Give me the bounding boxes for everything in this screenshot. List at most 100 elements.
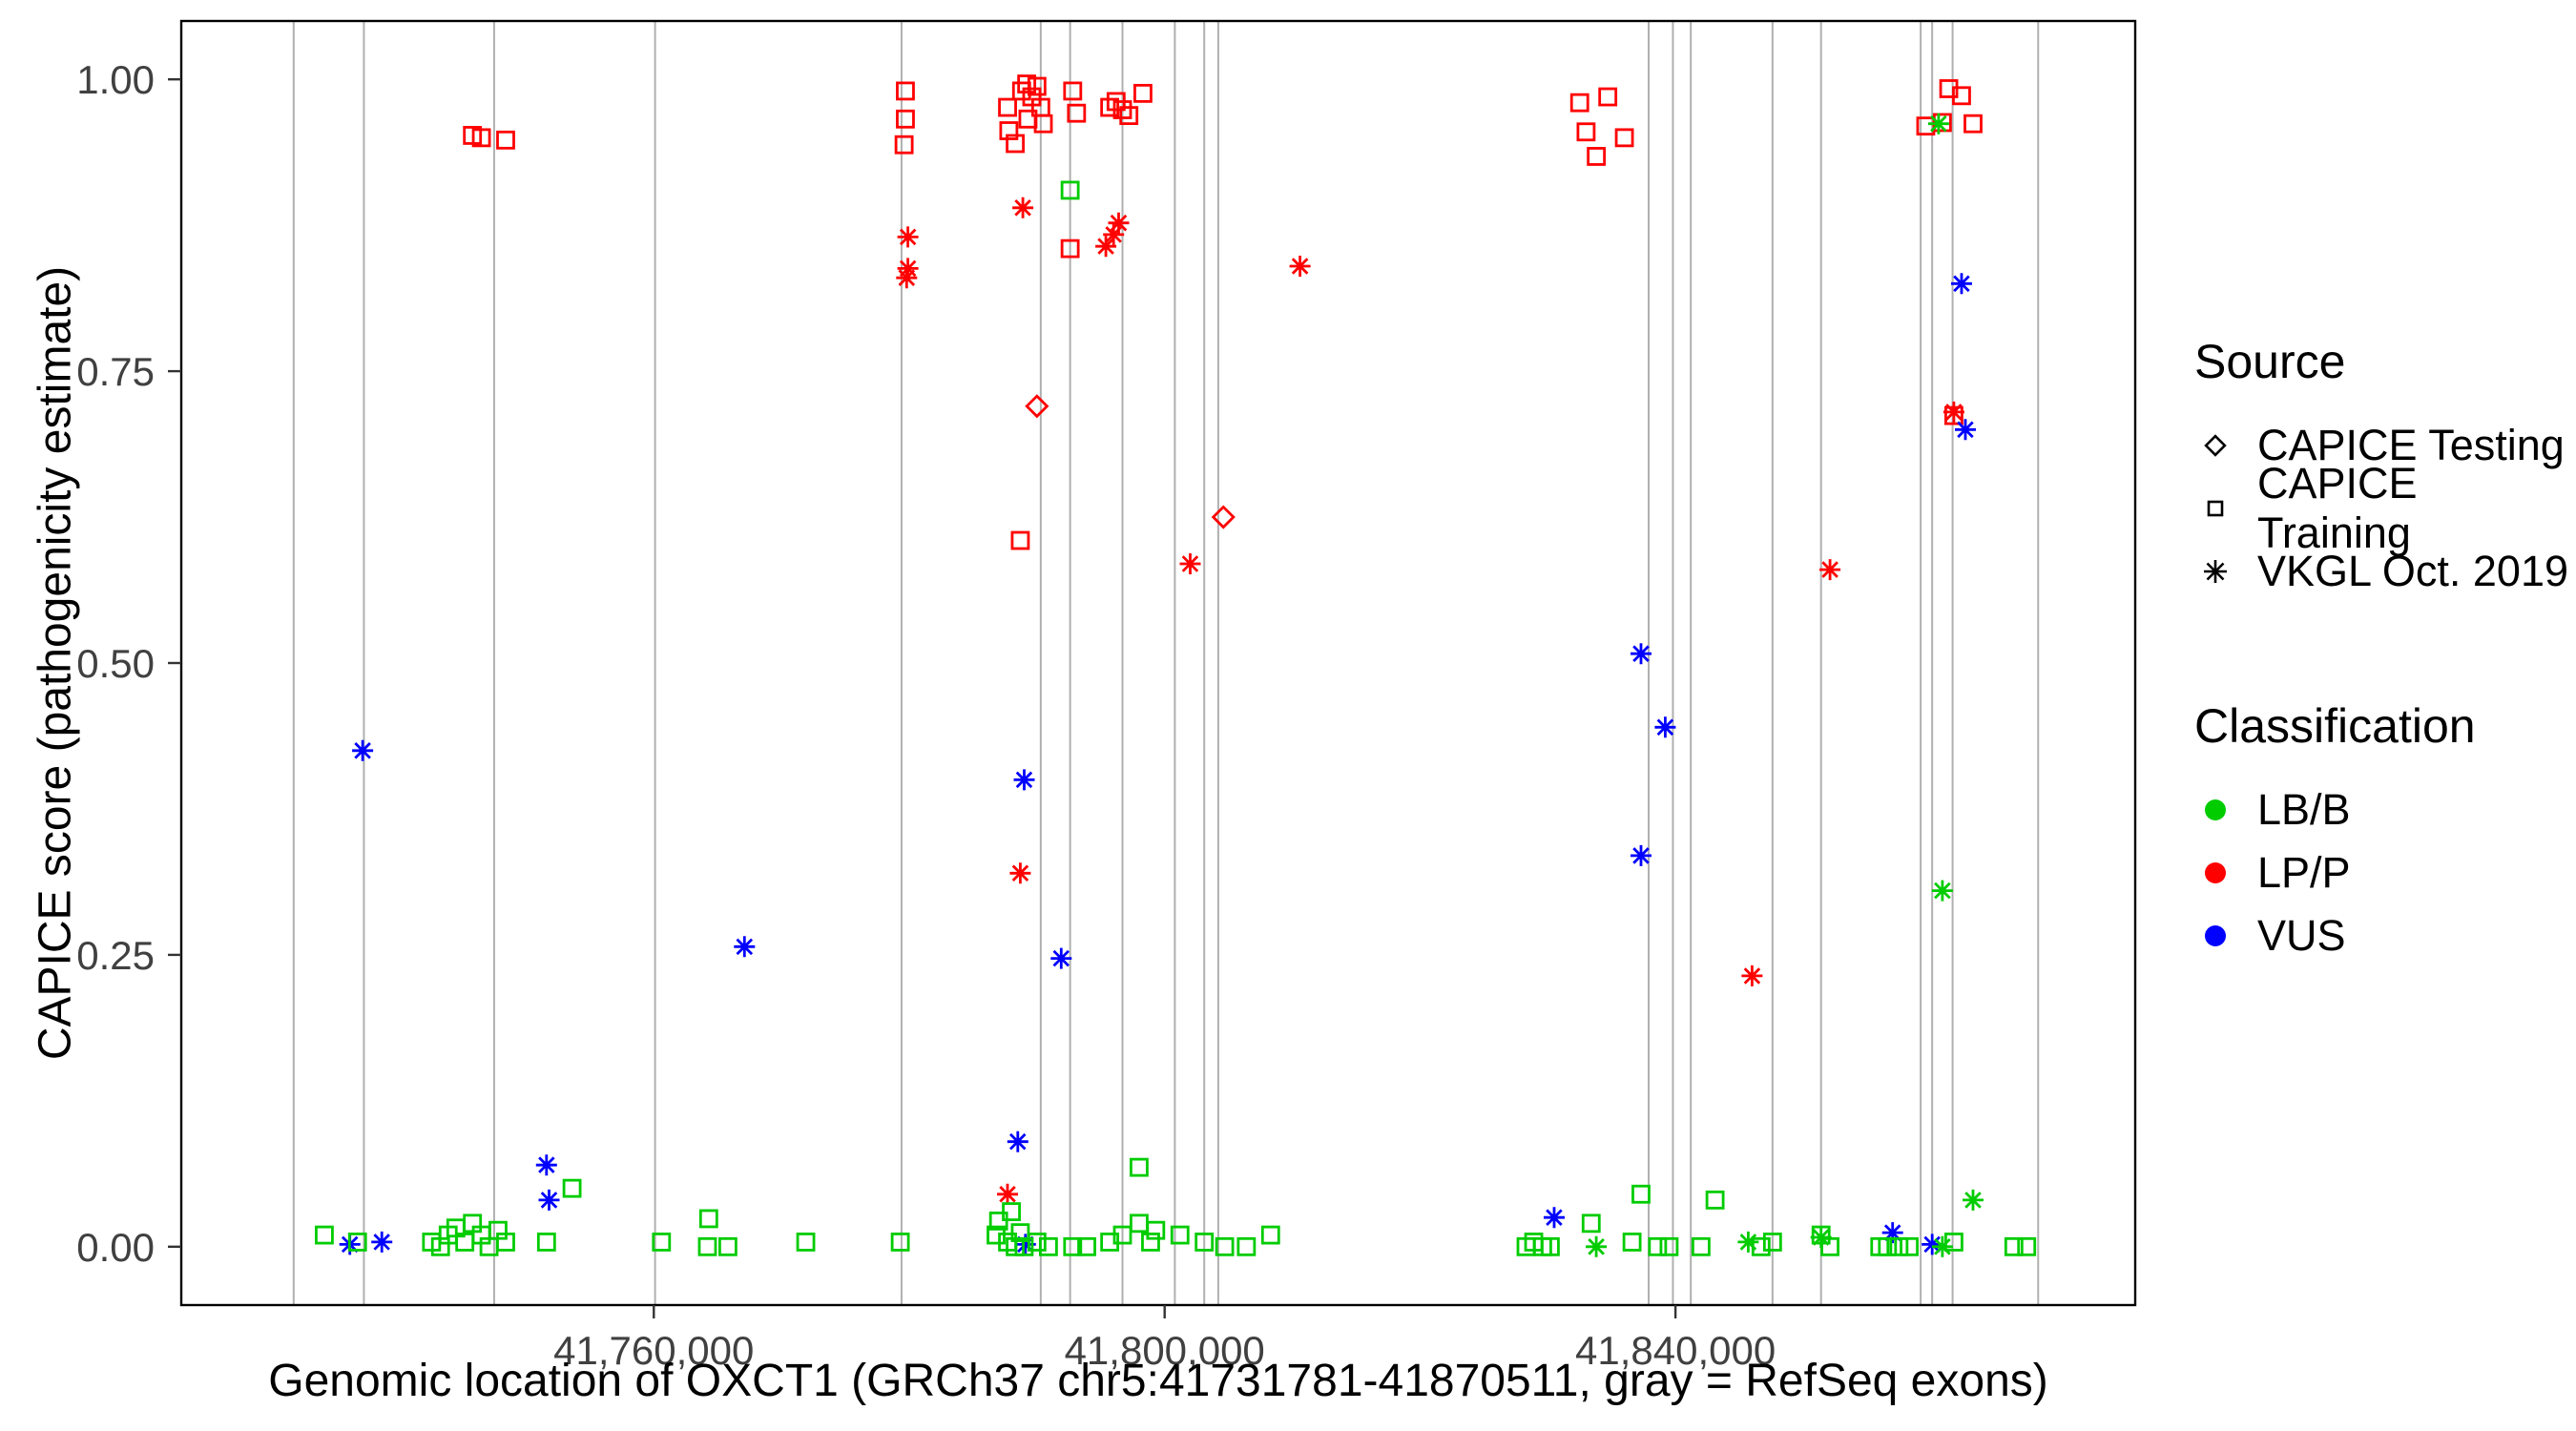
point-asterisk <box>1108 212 1130 234</box>
point-square <box>1691 1236 1711 1256</box>
point-asterisk <box>1955 419 1976 441</box>
point-square <box>1587 147 1607 166</box>
point-square <box>496 130 515 150</box>
point-asterisk <box>1819 559 1841 581</box>
point-square <box>1952 86 1971 106</box>
point-asterisk <box>535 1154 557 1176</box>
x-tick-label: 41,840,000 <box>1575 1328 1776 1373</box>
point-square <box>1100 97 1120 117</box>
legend-classification: Classification LB/B LP/P VUS <box>2194 698 2576 967</box>
point-square <box>1622 1233 1642 1252</box>
point-asterisk <box>1927 113 1949 135</box>
y-tick-label: 0.00 <box>76 1225 155 1270</box>
point-square <box>347 1233 367 1252</box>
panel-border <box>179 19 2137 1307</box>
x-tick-label: 41,760,000 <box>553 1328 754 1373</box>
point-square <box>1195 1233 1215 1252</box>
diamond-icon <box>2194 425 2236 467</box>
point-square <box>1614 128 1634 148</box>
point-square <box>1063 1236 1083 1256</box>
point-square <box>1060 238 1080 259</box>
point-square <box>562 1178 582 1198</box>
point-asterisk <box>1050 947 1072 969</box>
point-square <box>1119 106 1139 126</box>
legend-item-capice-testing: CAPICE Testing <box>2194 414 2576 477</box>
legend-item-lpp: LP/P <box>2194 841 2576 904</box>
point-square <box>1060 180 1080 200</box>
legend-item-label: CAPICE Training <box>2257 459 2418 557</box>
point-asterisk <box>1931 1235 1953 1257</box>
point-square <box>1631 1184 1651 1204</box>
point-asterisk <box>897 226 919 248</box>
red-dot-icon <box>2205 862 2226 883</box>
point-square <box>1146 1220 1166 1240</box>
point-square <box>1648 1236 1668 1256</box>
legend-item-label: CAPICE Testing <box>2257 421 2565 469</box>
point-square <box>2017 1236 2037 1256</box>
point-asterisk <box>1544 1207 1565 1229</box>
legend-item-vkgl: VKGL Oct. 2019 <box>2194 540 2576 603</box>
blue-dot-icon <box>2205 925 2226 946</box>
point-square <box>1002 1202 1021 1222</box>
point-square <box>1006 134 1025 154</box>
point-square <box>1038 1236 1058 1256</box>
point-square <box>1014 1236 1034 1256</box>
point-square <box>896 109 915 129</box>
point-square <box>1027 76 1047 96</box>
legend-item-label: VKGL Oct. 2019 <box>2257 547 2569 595</box>
legend: Source CAPICE Testing CAPICE Training VK… <box>2194 334 2576 967</box>
point-square <box>1762 1233 1782 1252</box>
asterisk-icon <box>2194 550 2236 592</box>
point-square <box>1130 1157 1149 1177</box>
point-asterisk <box>734 936 756 958</box>
point-asterisk <box>1586 1235 1608 1257</box>
point-square <box>894 135 914 155</box>
point-asterisk <box>1741 964 1763 986</box>
point-asterisk <box>1013 769 1035 791</box>
point-square <box>998 97 1017 117</box>
legend-item-capice-training: CAPICE Training <box>2194 459 2576 557</box>
point-square <box>1705 1190 1725 1210</box>
square-icon <box>2194 487 2236 529</box>
point-asterisk <box>1009 862 1031 884</box>
point-asterisk <box>352 739 374 761</box>
point-square <box>1581 1213 1601 1234</box>
point-square <box>1963 114 1983 134</box>
legend-item-vus: VUS <box>2194 904 2576 967</box>
point-asterisk <box>538 1189 560 1211</box>
point-square <box>315 1225 334 1245</box>
legend-classification-title: Classification <box>2194 699 2476 753</box>
point-asterisk <box>1631 643 1652 665</box>
y-tick-label: 1.00 <box>76 57 155 102</box>
point-asterisk <box>1012 197 1034 218</box>
point-square <box>1133 83 1153 103</box>
point-square <box>1130 1213 1149 1234</box>
point-square <box>1236 1236 1257 1256</box>
point-square <box>1017 74 1037 93</box>
point-square <box>1659 1236 1679 1256</box>
point-square <box>698 1209 718 1229</box>
point-square <box>1541 1236 1560 1256</box>
point-square <box>1077 1236 1096 1256</box>
legend-item-label: VUS <box>2257 911 2346 960</box>
point-asterisk <box>1951 273 1972 295</box>
point-diamond <box>1025 394 1049 419</box>
green-dot-icon <box>2205 799 2226 820</box>
point-square <box>718 1236 737 1256</box>
point-asterisk <box>1179 553 1201 574</box>
point-square <box>1141 1233 1160 1252</box>
point-square <box>1215 1236 1235 1256</box>
point-square <box>1027 1233 1047 1252</box>
point-square <box>536 1233 556 1252</box>
point-square <box>890 1233 910 1252</box>
point-square <box>496 1233 515 1252</box>
x-axis-title: Genomic location of OXCT1 (GRCh37 chr5:4… <box>268 1356 2048 1406</box>
point-asterisk <box>1014 1234 1036 1255</box>
point-square <box>896 81 915 101</box>
point-asterisk <box>1737 1231 1759 1253</box>
point-asterisk <box>1963 1189 1984 1211</box>
point-square <box>1112 100 1132 119</box>
y-tick-label: 0.25 <box>76 933 155 978</box>
point-square <box>471 128 491 148</box>
